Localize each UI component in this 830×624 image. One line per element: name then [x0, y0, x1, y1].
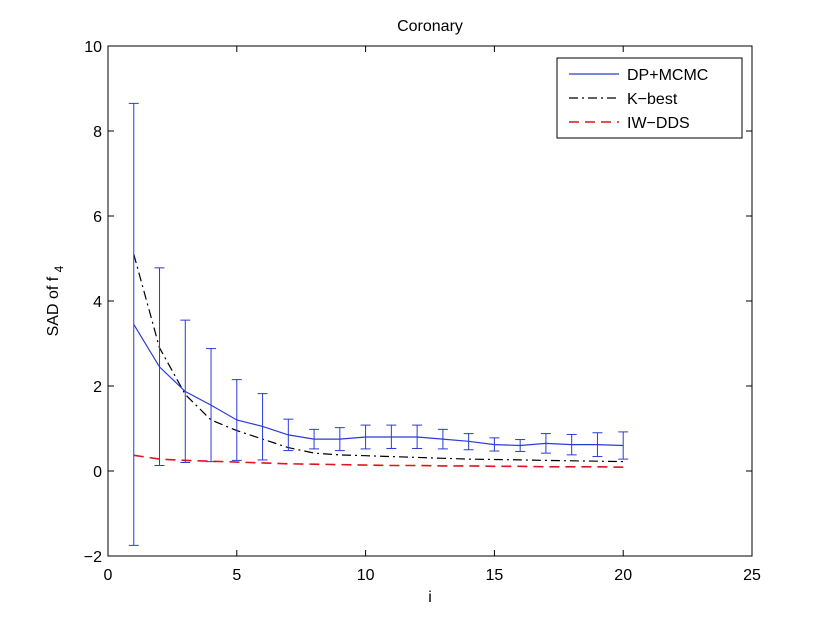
x-tick-label: 0: [104, 567, 113, 584]
y-tick-label: 0: [93, 464, 102, 481]
y-tick-label: −2: [84, 549, 102, 566]
chart-title: Coronary: [397, 18, 463, 35]
y-axis-title-subscript: 4: [52, 265, 66, 272]
y-tick-label: 6: [93, 209, 102, 226]
y-tick-label: 2: [93, 379, 102, 396]
y-tick-label: 10: [84, 39, 102, 56]
x-tick-label: 20: [614, 567, 632, 584]
y-tick-label: 4: [93, 294, 102, 311]
legend-label-iw-dds: IW−DDS: [627, 115, 690, 132]
x-tick-label: 25: [743, 567, 761, 584]
dp-mcmc-series-line: [133, 324, 624, 447]
legend-box: [556, 57, 743, 139]
legend: DP+MCMC K−best IW−DDS: [556, 57, 743, 139]
x-tick-label: 10: [357, 567, 375, 584]
y-tick-label: 8: [93, 124, 102, 141]
legend-label-k-best: K−best: [627, 91, 678, 108]
legend-label-dp-mcmc: DP+MCMC: [627, 67, 708, 84]
y-axis-title-main: SAD of f: [45, 276, 62, 336]
x-tick-label: 15: [486, 567, 504, 584]
y-axis-title: SAD of f 4: [45, 265, 66, 336]
x-tick-label: 5: [232, 567, 241, 584]
k-best-series-line: [133, 254, 624, 463]
x-axis-title: i: [428, 589, 432, 606]
